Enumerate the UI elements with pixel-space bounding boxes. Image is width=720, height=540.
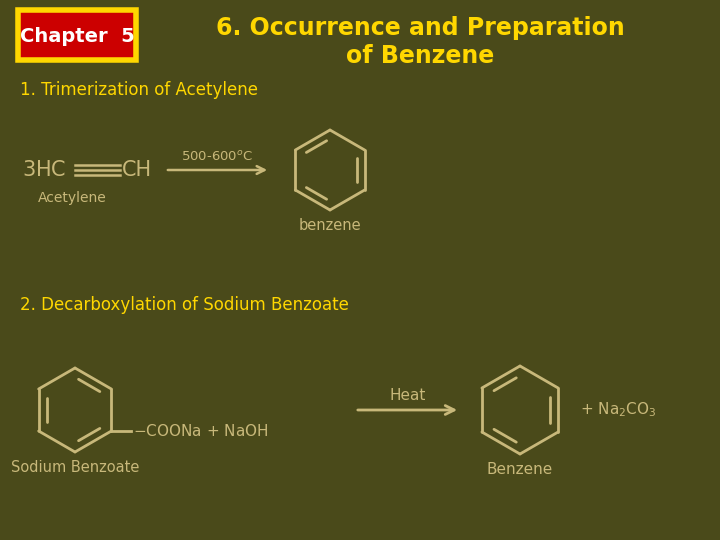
Text: CH: CH	[122, 160, 152, 180]
Text: $3$HC: $3$HC	[22, 160, 66, 180]
Text: $-$COONa: $-$COONa	[133, 423, 202, 439]
Text: $+$ Na$_2$CO$_3$: $+$ Na$_2$CO$_3$	[580, 401, 657, 420]
Text: of Benzene: of Benzene	[346, 44, 494, 68]
Text: Chapter  5: Chapter 5	[19, 28, 135, 46]
Text: Sodium Benzoate: Sodium Benzoate	[11, 461, 139, 476]
Text: 6. Occurrence and Preparation: 6. Occurrence and Preparation	[215, 16, 624, 40]
Text: 500-600$^o$C: 500-600$^o$C	[181, 150, 253, 164]
FancyBboxPatch shape	[18, 10, 136, 60]
Text: 1. Trimerization of Acetylene: 1. Trimerization of Acetylene	[20, 81, 258, 99]
Text: benzene: benzene	[299, 218, 361, 233]
Text: $+$ NaOH: $+$ NaOH	[207, 423, 269, 439]
Text: 2. Decarboxylation of Sodium Benzoate: 2. Decarboxylation of Sodium Benzoate	[20, 296, 349, 314]
Text: Benzene: Benzene	[487, 462, 553, 477]
Text: Acetylene: Acetylene	[37, 191, 107, 205]
Text: Heat: Heat	[390, 388, 426, 402]
